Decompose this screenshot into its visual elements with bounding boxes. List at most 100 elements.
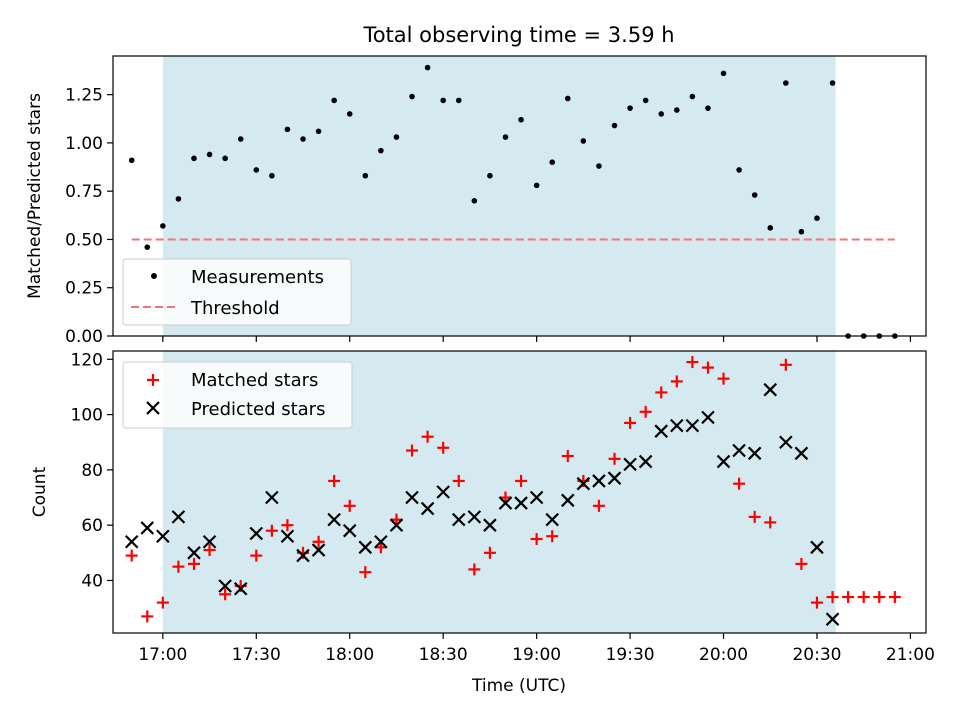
measurement-point [705,105,711,111]
legend-measurements-marker [151,273,157,279]
measurement-point [814,215,820,222]
measurement-point [549,159,556,166]
x-tick-label: 17:30 [232,645,281,665]
y-tick-label: 1.00 [65,134,103,154]
measurement-point [346,111,353,117]
predicted-stars-point [389,518,404,532]
x-tick-label: 20:00 [699,645,748,665]
matched-stars-point [810,596,823,609]
measurement-point [175,196,182,202]
matched-stars-point [219,588,232,601]
matched-stars-point [779,358,792,371]
y-tick-label: 0.75 [65,182,103,202]
measurement-point [455,97,462,104]
matched-stars-point [406,444,419,457]
matched-stars-point [328,474,341,487]
predicted-stars-point [124,534,139,549]
measurement-point [206,151,213,158]
predicted-stars-point [763,382,778,397]
measurement-point [502,134,509,140]
x-tick-label: 19:30 [606,645,655,665]
legend-predicted-label: Predicted stars [191,399,325,420]
matched-stars-point [265,524,278,537]
x-tick-label: 20:30 [792,645,841,665]
measurement-point [160,223,166,229]
legend-predicted-marker [146,401,160,415]
predicted-stars-point [545,512,559,527]
predicted-stars-point [638,454,653,469]
predicted-stars-point [311,543,326,557]
measurement-point [300,136,306,142]
predicted-stars-point [249,526,264,541]
y-tick-label: 80 [81,461,103,481]
y-tick-label: 0.00 [65,327,103,347]
top-plot-frame [112,55,927,337]
bottom-legend: Matched stars Predicted stars [122,361,353,429]
predicted-stars-point [810,540,824,555]
matched-stars-point [888,591,901,604]
predicted-stars-point [420,501,435,516]
measurement-point [269,172,275,179]
measurement-point [736,167,742,173]
predicted-stars-point [514,496,528,510]
bottom-legend-box [122,361,353,429]
legend-measurements-label: Measurements [191,267,324,288]
y-tick-label: 1.25 [65,86,103,106]
predicted-stars-point [701,410,715,425]
predicted-stars-point [592,474,606,488]
matched-stars-point [421,430,434,443]
x-tick-label: 21:00 [886,645,935,665]
measurement-point [331,97,337,104]
matched-stars-point [468,563,481,576]
matched-stars-point [203,544,216,557]
matched-stars-point [655,386,668,399]
top-legend-box [122,258,352,326]
measurement-point [253,167,260,173]
legend-threshold-label: Threshold [190,298,280,319]
measurement-point [720,70,727,77]
predicted-stars-point [607,471,622,485]
x-axis-label: Time (UTC) [471,676,566,696]
measurement-point [689,93,696,100]
measurement-point [284,126,291,133]
matched-stars-point [530,533,543,545]
measurement-point [393,134,400,140]
predicted-stars-point [451,512,466,527]
predicted-stars-point [233,581,248,596]
matched-stars-point [359,566,372,579]
matched-stars-point [172,560,185,573]
measurement-point [222,155,228,162]
predicted-stars-point [342,523,357,538]
predicted-stars-point [467,510,482,524]
predicted-stars-point [623,457,637,472]
predicted-stars-point [483,518,497,532]
y-tick-label: 0.50 [65,230,103,250]
measurement-point [409,93,415,100]
measurement-point [674,107,680,113]
measurement-point [533,182,540,189]
y-tick-label: 100 [71,406,103,426]
matched-stars-point [748,510,761,523]
measurement-point [191,155,197,162]
matched-stars-point [826,591,839,604]
x-tick-label: 19:00 [512,645,561,665]
matched-stars-point [670,375,683,388]
top-axis-ticks: 0.00 0.25 0.50 0.75 1.00 1.25 [65,86,912,347]
predicted-stars-point [825,612,840,626]
predicted-stars-point [732,443,746,458]
measurement-point [798,228,805,235]
matched-stars-point [141,610,154,623]
measurement-point [315,128,322,135]
predicted-stars-point [265,490,279,505]
predicted-stars-point [327,512,341,527]
predicted-stars-point [529,490,544,505]
measurement-point [378,147,384,154]
measurement-point [564,95,571,102]
matched-stars-point [873,591,886,604]
measurement-point [783,80,789,86]
matched-stars-point [483,546,496,559]
top-panel: Total observing time = 3.59 h 0.000.250.… [25,23,927,347]
matched-stars-point [187,557,200,570]
bottom-panel: 40 60 80 100 120 17:00 17:30 18:00 18:30 19:00 19:… [30,350,935,696]
